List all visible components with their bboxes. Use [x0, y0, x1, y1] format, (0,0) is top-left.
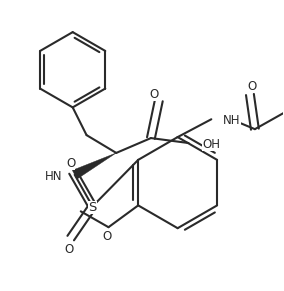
Text: OH: OH	[202, 138, 220, 151]
Polygon shape	[72, 153, 116, 179]
Text: O: O	[102, 230, 111, 243]
Text: O: O	[247, 80, 256, 93]
Text: O: O	[66, 157, 75, 170]
Text: NH: NH	[223, 114, 241, 127]
Text: O: O	[64, 243, 73, 256]
Text: O: O	[149, 88, 158, 100]
Text: HN: HN	[45, 170, 63, 183]
Text: S: S	[88, 201, 97, 214]
